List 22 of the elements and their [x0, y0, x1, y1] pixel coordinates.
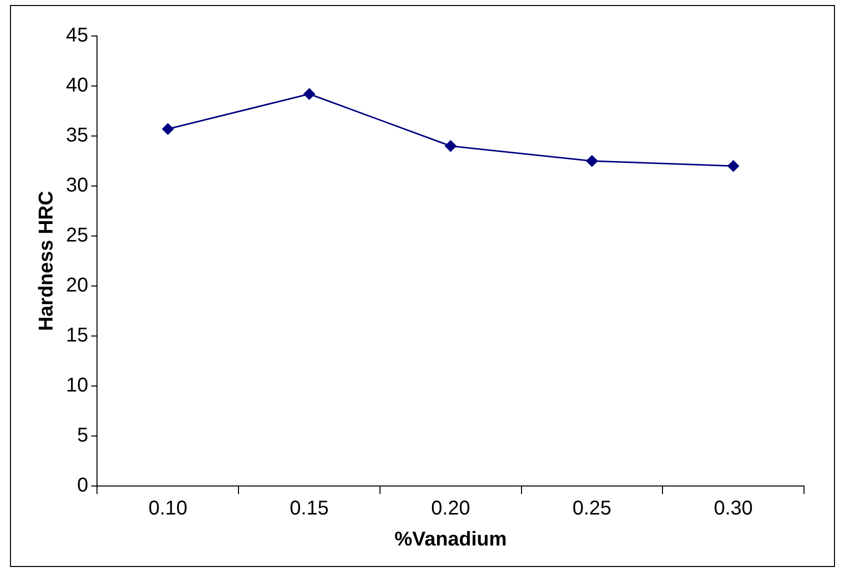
y-tick-label: 45 [66, 24, 88, 47]
y-tick-label: 10 [66, 374, 88, 397]
y-tick-label: 25 [66, 224, 88, 247]
x-axis-title: %Vanadium [394, 528, 507, 551]
x-tick-label: 0.10 [148, 498, 188, 520]
y-tick-label: 15 [66, 324, 88, 347]
y-tick-label: 30 [66, 174, 88, 197]
y-tick-label: 0 [77, 474, 88, 497]
x-tick-label: 0.30 [714, 498, 753, 520]
y-tick-label: 40 [66, 74, 88, 97]
y-axis-title: Hardness HRC [36, 190, 58, 332]
point [728, 160, 740, 172]
x-tick-label: 0.25 [572, 498, 612, 520]
point [162, 123, 174, 135]
y-tick-label: 35 [66, 124, 88, 147]
y-tick-label: 20 [66, 274, 88, 297]
y-tick-label: 5 [77, 424, 88, 447]
x-tick-label: 0.20 [431, 498, 470, 520]
x-tick-label: 0.15 [290, 498, 329, 520]
point [444, 140, 456, 152]
point [304, 88, 316, 100]
point [586, 155, 598, 167]
